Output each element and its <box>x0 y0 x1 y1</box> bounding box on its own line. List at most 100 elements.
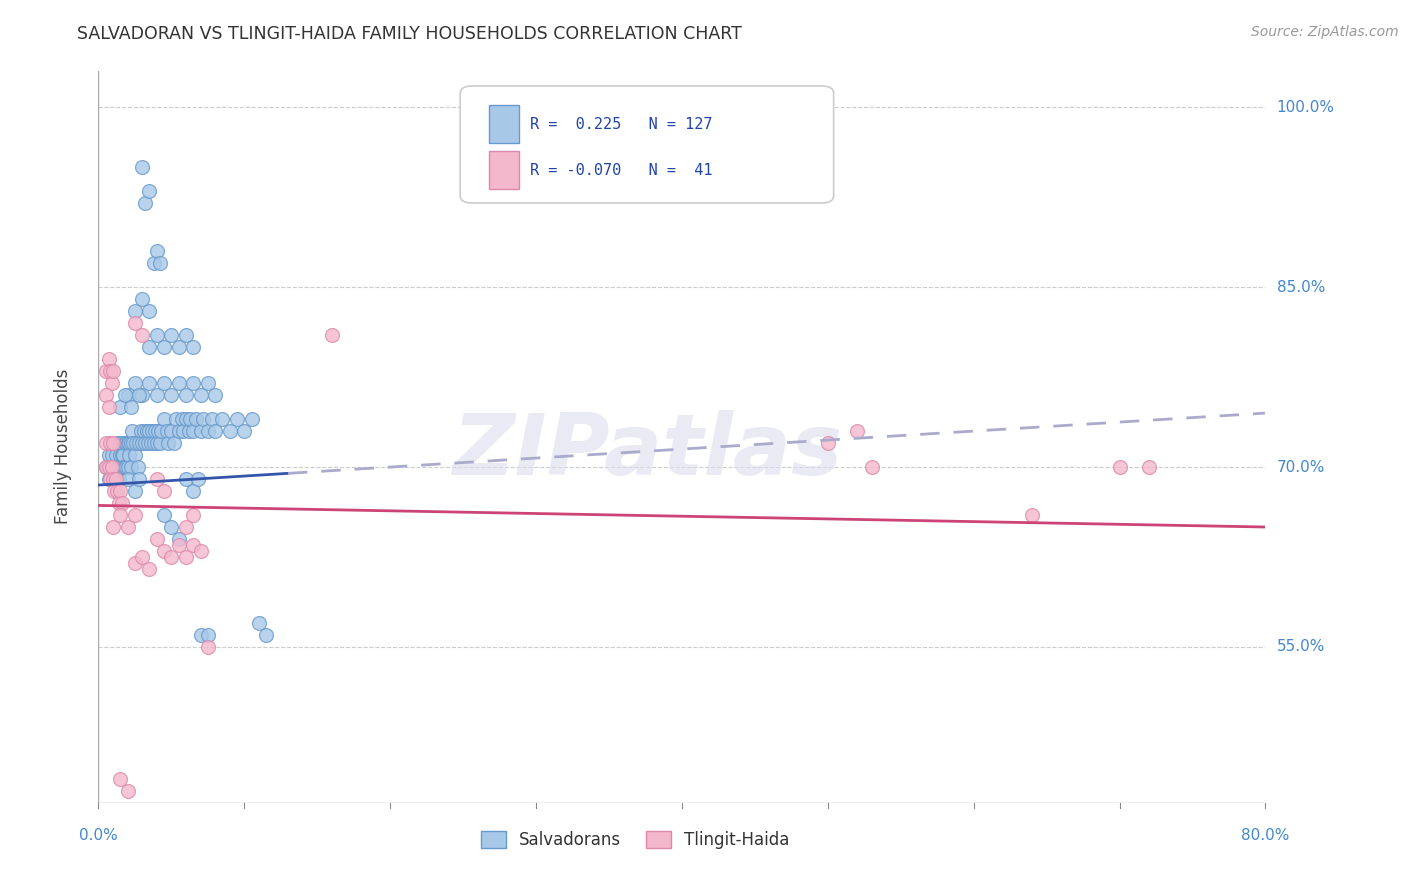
Point <box>94 460 117 475</box>
Point <box>150 424 173 438</box>
Point <box>254 628 277 642</box>
Text: 80.0%: 80.0% <box>1241 828 1289 843</box>
Point <box>181 538 204 552</box>
Point <box>114 460 136 475</box>
Point <box>111 436 134 450</box>
Point <box>131 436 153 450</box>
Point <box>170 412 193 426</box>
Point <box>111 496 134 510</box>
Point <box>174 549 197 564</box>
Point <box>118 448 141 462</box>
Point <box>141 424 163 438</box>
Point <box>134 436 156 450</box>
Point <box>124 508 146 522</box>
Point <box>240 412 263 426</box>
Point <box>197 628 219 642</box>
Point <box>153 340 176 354</box>
Point <box>112 460 135 475</box>
Point <box>174 328 197 343</box>
Point <box>98 472 121 486</box>
Text: 85.0%: 85.0% <box>1277 280 1324 294</box>
Point <box>160 549 183 564</box>
Point <box>120 400 142 414</box>
Point <box>110 772 132 786</box>
Point <box>138 304 160 318</box>
FancyBboxPatch shape <box>460 86 834 203</box>
Point <box>153 483 176 498</box>
Point <box>98 436 121 450</box>
Point <box>131 549 153 564</box>
Point <box>142 436 165 450</box>
Point <box>101 460 124 475</box>
Point <box>97 448 120 462</box>
Point <box>165 412 187 426</box>
Point <box>94 388 117 402</box>
Point <box>1108 460 1130 475</box>
Point <box>138 424 160 438</box>
Point <box>163 436 186 450</box>
Text: 0.0%: 0.0% <box>79 828 118 843</box>
Point <box>146 244 169 259</box>
Point <box>160 328 183 343</box>
Point <box>817 436 839 450</box>
Point <box>204 388 226 402</box>
Point <box>186 412 208 426</box>
Point <box>105 460 128 475</box>
Point <box>134 196 156 211</box>
Point <box>146 388 169 402</box>
Point <box>181 424 204 438</box>
Point <box>108 496 131 510</box>
FancyBboxPatch shape <box>489 151 519 189</box>
Point <box>98 460 121 475</box>
Point <box>121 424 143 438</box>
Point <box>153 376 176 391</box>
Point <box>131 292 153 306</box>
Point <box>146 532 169 546</box>
Point <box>149 256 172 270</box>
Point <box>190 388 212 402</box>
Point <box>100 376 122 391</box>
Point <box>167 532 190 546</box>
Point <box>204 424 226 438</box>
Text: 100.0%: 100.0% <box>1277 100 1334 115</box>
Point <box>117 784 139 798</box>
Point <box>1137 460 1160 475</box>
Point <box>117 436 139 450</box>
Point <box>146 472 169 486</box>
Point <box>167 340 190 354</box>
Point <box>174 412 197 426</box>
Point <box>218 424 240 438</box>
Point <box>105 483 128 498</box>
Point <box>122 436 145 450</box>
Point <box>167 538 190 552</box>
Point <box>174 472 197 486</box>
Point <box>114 388 136 402</box>
Point <box>190 628 212 642</box>
Point <box>174 520 197 534</box>
Point <box>101 436 124 450</box>
Point <box>111 448 134 462</box>
Point <box>177 424 200 438</box>
Text: 55.0%: 55.0% <box>1277 640 1324 655</box>
Point <box>146 328 169 343</box>
Point <box>115 460 138 475</box>
Point <box>110 483 132 498</box>
Point <box>146 436 169 450</box>
Point <box>117 472 139 486</box>
Point <box>172 424 194 438</box>
Point <box>128 472 150 486</box>
Point <box>138 340 160 354</box>
Point <box>100 460 122 475</box>
Text: R =  0.225   N = 127: R = 0.225 N = 127 <box>530 117 713 131</box>
Point <box>124 448 146 462</box>
Point <box>120 436 142 450</box>
Point <box>97 400 120 414</box>
Point <box>124 376 146 391</box>
Point <box>108 472 131 486</box>
Text: Source: ZipAtlas.com: Source: ZipAtlas.com <box>1251 25 1399 39</box>
Text: ZIPatlas: ZIPatlas <box>451 410 842 493</box>
Point <box>167 376 190 391</box>
Point <box>156 424 179 438</box>
Point <box>94 460 117 475</box>
Point <box>105 436 128 450</box>
